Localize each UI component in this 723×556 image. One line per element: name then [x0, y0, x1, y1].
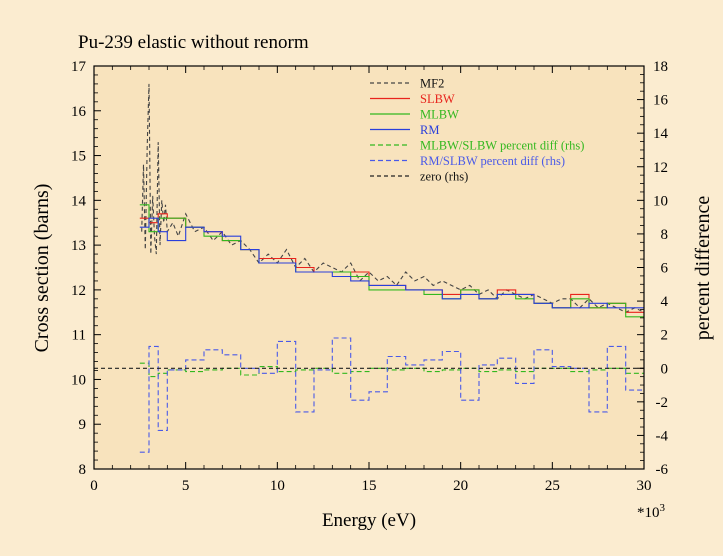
legend-label-zero: zero (rhs) [420, 170, 468, 184]
y2-tick-label: 8 [661, 227, 669, 243]
series-line-mlbw_diff [139, 362, 644, 378]
y2-tick-label: 12 [653, 160, 668, 176]
x-tick-label: 15 [362, 478, 377, 494]
x-scale-note: *103 [637, 502, 666, 521]
legend-label-mlbw: MLBW [420, 108, 459, 122]
plot-area [94, 66, 644, 469]
y-tick-label: 11 [72, 328, 86, 344]
y-tick-label: 9 [79, 417, 87, 433]
chart-title: Pu-239 elastic without renorm [78, 32, 309, 53]
legend-label-slbw: SLBW [420, 92, 455, 106]
x-tick-label: 5 [182, 478, 190, 494]
y-tick-label: 15 [71, 149, 86, 165]
x-tick-label: 30 [637, 478, 652, 494]
y2-tick-label: 18 [653, 59, 668, 75]
y-tick-label: 14 [71, 193, 87, 209]
y-tick-label: 8 [79, 462, 87, 478]
y2-tick-label: 4 [661, 294, 669, 310]
legend-label-mlbw_diff: MLBW/SLBW percent diff (rhs) [420, 139, 584, 153]
y2-tick-label: 16 [653, 93, 669, 109]
y2-tick-label: 6 [661, 261, 669, 277]
y2-tick-label: 0 [661, 361, 669, 377]
y2-tick-label: -4 [656, 428, 669, 444]
y2-tick-label: -6 [656, 462, 669, 478]
series-layer [94, 83, 645, 453]
x-axis-label: Energy (eV) [322, 510, 416, 531]
x-tick-label: 10 [270, 478, 285, 494]
y2-tick-label: -2 [656, 395, 669, 411]
legend-label-rm: RM [420, 123, 439, 137]
y-axis-label: Cross section (barns) [31, 184, 53, 353]
y-tick-label: 13 [71, 238, 86, 254]
y-tick-label: 17 [71, 59, 87, 75]
y-tick-label: 10 [71, 372, 86, 388]
axis-layer: 0 5 10 15 20 25 30 8 9 10 11 12 13 14 15 16 17 -6 -4 -2 0 2 4 6… [71, 59, 669, 494]
series-line-mf2 [141, 83, 645, 313]
y2-tick-label: 2 [661, 328, 669, 344]
y2-tick-label: 10 [653, 193, 668, 209]
y-tick-label: 16 [71, 104, 87, 120]
legend-label-rm_diff: RM/SLBW percent diff (rhs) [420, 154, 565, 168]
y-tick-label: 12 [71, 283, 86, 299]
series-line-rm_diff [139, 337, 644, 453]
y2-tick-label: 14 [653, 126, 669, 142]
x-tick-label: 25 [545, 478, 560, 494]
x-scale-note-base: *10 [637, 505, 660, 521]
y2-axis-label: percent difference [692, 196, 714, 341]
legend-label-mf2: MF2 [420, 77, 444, 91]
x-tick-label: 20 [453, 478, 468, 494]
x-scale-note-exponent: 3 [660, 502, 666, 514]
x-tick-label: 0 [90, 478, 98, 494]
series-line-rm [139, 217, 644, 309]
